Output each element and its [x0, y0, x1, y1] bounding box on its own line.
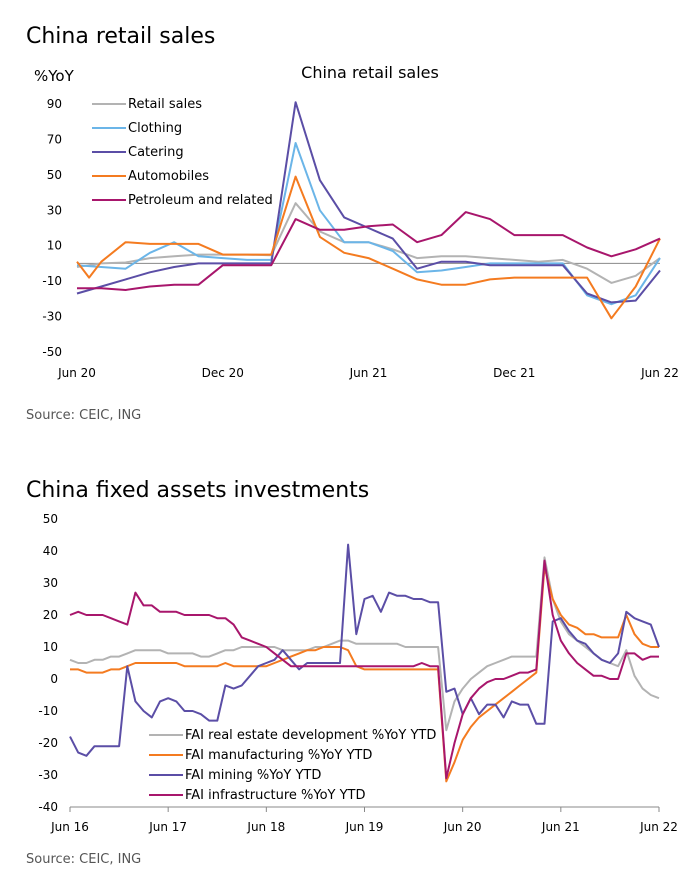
- series-line-4: [76, 175, 661, 320]
- y-tick-label: -40: [38, 800, 58, 814]
- x-tick-label: Jun 16: [50, 820, 89, 834]
- legend-label: FAI mining %YoY YTD: [185, 768, 321, 783]
- x-tick-label: Jun 20: [57, 366, 96, 380]
- page-title-retail-sales: China retail sales: [26, 24, 216, 49]
- legend-label: FAI manufacturing %YoY YTD: [185, 748, 372, 763]
- y-tick-label: 10: [47, 239, 62, 253]
- x-tick-label: Dec 20: [202, 366, 244, 380]
- y-tick-label: -50: [42, 345, 62, 359]
- series-line-3: [76, 101, 661, 304]
- source-note-fixed-assets: Source: CEIC, ING: [26, 852, 142, 867]
- legend-label: Catering: [128, 145, 184, 160]
- y-axis-label: %YoY: [34, 67, 75, 85]
- source-note-retail-sales: Source: CEIC, ING: [26, 408, 142, 423]
- legend-label: Automobiles: [128, 169, 209, 184]
- x-tick-label: Jun 21: [541, 820, 580, 834]
- series-line-4: [69, 559, 659, 780]
- y-tick-label: 10: [43, 640, 58, 654]
- legend-label: FAI infrastructure %YoY YTD: [185, 788, 366, 803]
- x-tick-label: Jun 22: [639, 820, 678, 834]
- y-tick-label: -30: [42, 310, 62, 324]
- y-tick-label: -10: [38, 704, 58, 718]
- y-tick-label: 20: [43, 608, 58, 622]
- legend-label: Retail sales: [128, 97, 202, 112]
- legend-label: Clothing: [128, 121, 182, 136]
- y-tick-label: 40: [43, 544, 58, 558]
- y-tick-label: 30: [43, 576, 58, 590]
- y-tick-label: -30: [38, 768, 58, 782]
- series-line-5: [77, 211, 661, 291]
- x-tick-label: Dec 21: [493, 366, 535, 380]
- page-title-fixed-assets: China fixed assets investments: [26, 478, 370, 503]
- series-line-2: [76, 142, 661, 306]
- chart-title: China retail sales: [301, 63, 439, 82]
- x-tick-label: Jun 17: [148, 820, 187, 834]
- y-tick-label: 50: [47, 168, 62, 182]
- fixed-assets-chart: 50 40 30 20 10 0 -10 -20 -30 -40 Jun 16 Jun 17 Jun 1…: [38, 512, 678, 834]
- x-tick-label: Jun 22: [640, 366, 679, 380]
- y-tick-label: 0: [50, 672, 58, 686]
- series-line-2: [70, 566, 659, 783]
- x-tick-label: Jun 19: [345, 820, 384, 834]
- y-tick-label: 50: [43, 512, 58, 526]
- legend-label: FAI real estate development %YoY YTD: [185, 728, 436, 743]
- series-line-1: [69, 556, 660, 732]
- y-tick-label: -20: [38, 736, 58, 750]
- legend-label: Petroleum and related: [128, 193, 273, 208]
- y-tick-label: 70: [47, 132, 62, 146]
- x-tick-label: Jun 18: [246, 820, 285, 834]
- y-tick-label: 90: [47, 97, 62, 111]
- x-tick-label: Jun 20: [443, 820, 482, 834]
- retail-sales-chart: China retail sales %YoY 90 70 50 30 10 -10 -30 -5…: [34, 63, 679, 380]
- x-tick-label: Jun 21: [349, 366, 388, 380]
- y-tick-label: -10: [42, 274, 62, 288]
- y-tick-label: 30: [47, 203, 62, 217]
- series-line-3: [69, 543, 660, 757]
